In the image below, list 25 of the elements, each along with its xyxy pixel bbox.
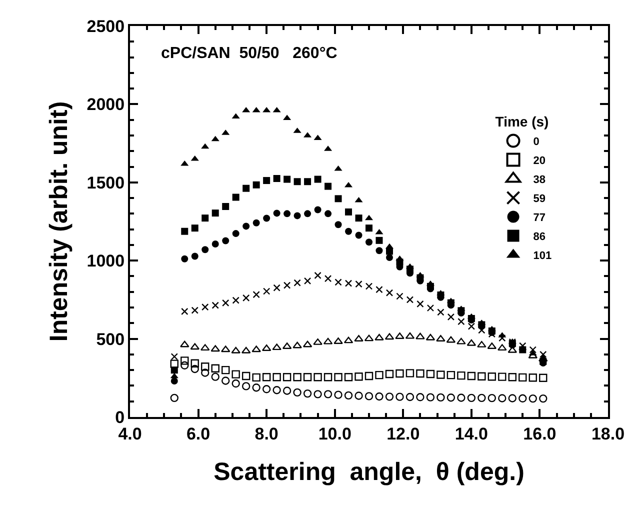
legend-label: 77 bbox=[533, 212, 546, 224]
y-tick-label: 0 bbox=[115, 408, 125, 427]
x-tick-label: 4.0 bbox=[118, 424, 142, 444]
x-tick-label: 10.0 bbox=[318, 424, 352, 444]
annotation: cPC/SAN 50/50 260°C bbox=[161, 45, 338, 62]
y-axis-title: Intensity (arbit. unit) bbox=[45, 101, 74, 342]
y-tick-label: 500 bbox=[96, 330, 125, 349]
x-tick-label: 14.0 bbox=[454, 424, 488, 444]
x-tick-label: 18.0 bbox=[591, 424, 625, 444]
y-tick-label: 1000 bbox=[86, 252, 125, 271]
legend-title: Time (s) bbox=[495, 113, 549, 130]
x-tick-label: 6.0 bbox=[186, 424, 210, 444]
legend-label: 38 bbox=[533, 174, 546, 186]
legend-label: 0 bbox=[533, 136, 540, 148]
legend-label: 86 bbox=[533, 231, 546, 244]
x-tick-label: 8.0 bbox=[254, 424, 278, 444]
y-tick-label: 1500 bbox=[86, 173, 125, 192]
x-tick-label: 12.0 bbox=[386, 424, 420, 444]
legend-label: 101 bbox=[533, 250, 552, 262]
y-tick-label: 2000 bbox=[86, 95, 125, 114]
legend-label: 20 bbox=[533, 155, 546, 168]
y-tick-label: 2500 bbox=[86, 16, 125, 36]
x-tick-label: 16.0 bbox=[523, 424, 556, 444]
legend-label: 59 bbox=[533, 193, 546, 206]
x-axis-title: Scattering angle, θ (deg.) bbox=[214, 458, 524, 486]
